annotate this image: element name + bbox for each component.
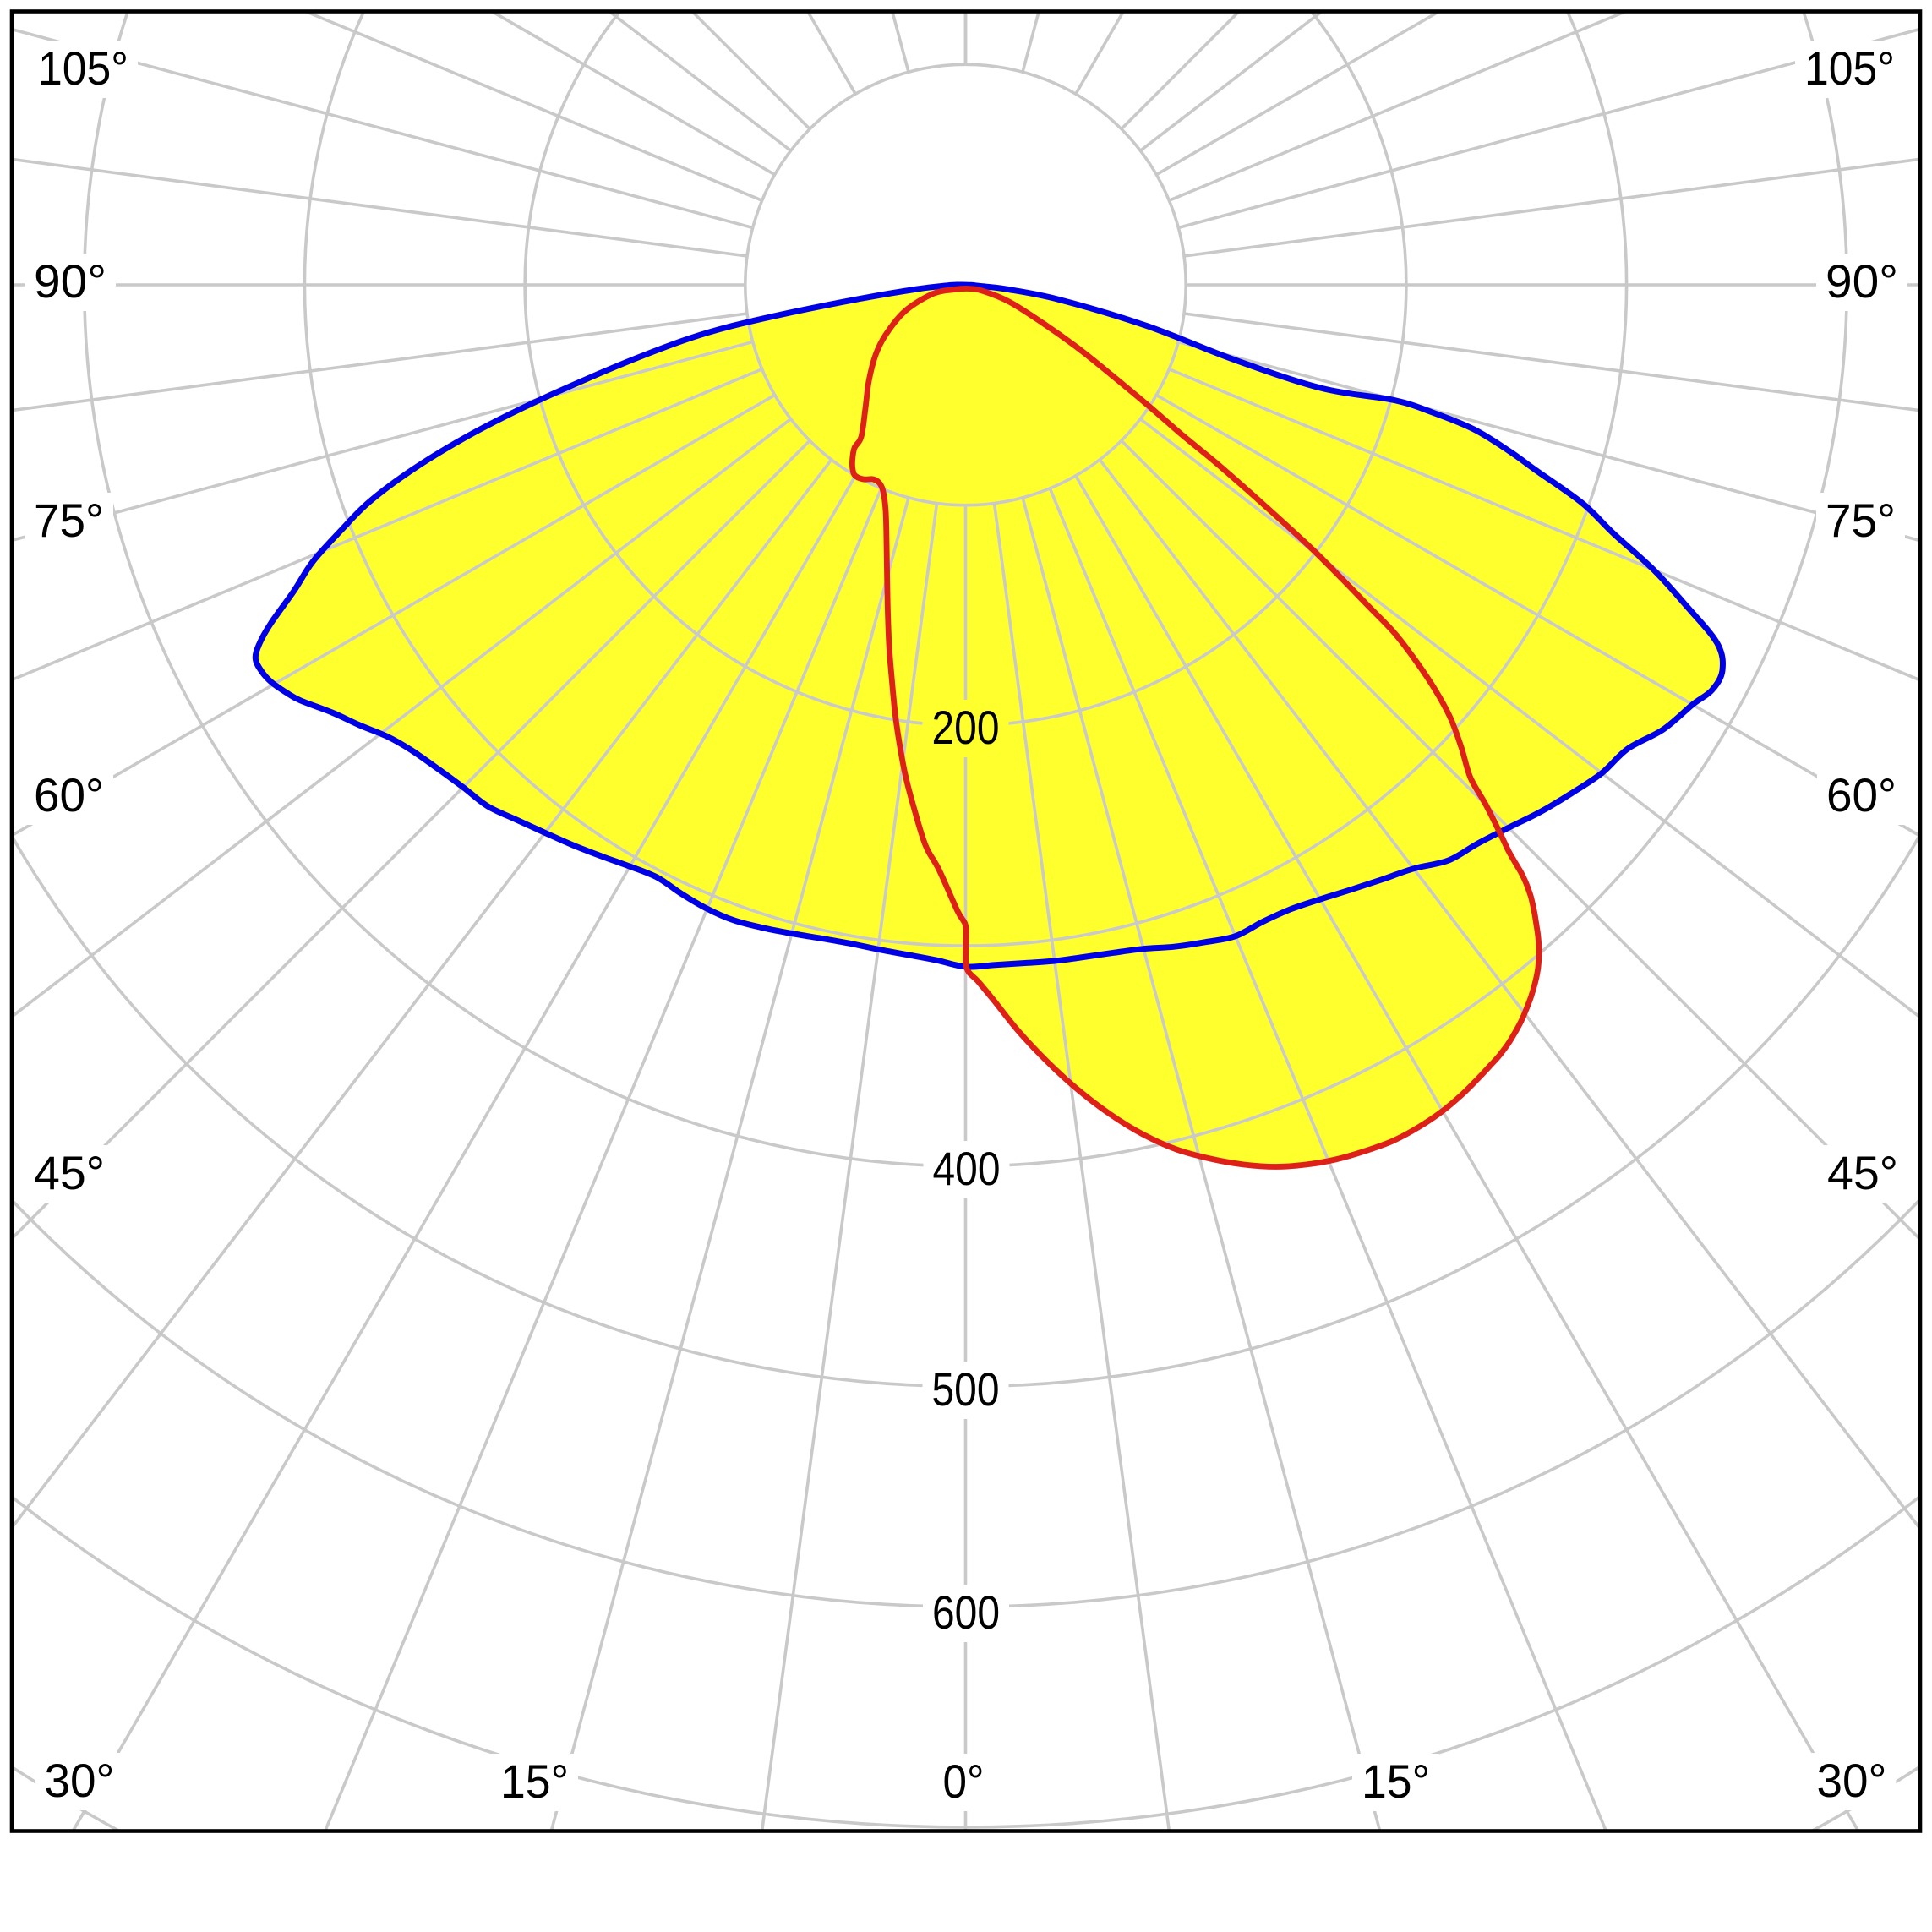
svg-text:105°: 105° <box>38 41 128 95</box>
svg-text:90°: 90° <box>34 254 106 308</box>
svg-text:200: 200 <box>932 701 1000 754</box>
svg-text:600: 600 <box>932 1585 1000 1639</box>
svg-text:30°: 30° <box>1817 1754 1887 1807</box>
svg-text:60°: 60° <box>34 768 104 821</box>
svg-text:90°: 90° <box>1826 254 1898 308</box>
svg-text:60°: 60° <box>1826 768 1897 821</box>
svg-text:30°: 30° <box>45 1754 115 1807</box>
svg-text:45°: 45° <box>1827 1146 1898 1199</box>
svg-text:0°: 0° <box>943 1755 985 1808</box>
svg-text:45°: 45° <box>34 1146 105 1199</box>
svg-text:105°: 105° <box>1804 41 1895 95</box>
svg-text:75°: 75° <box>34 494 104 547</box>
svg-text:75°: 75° <box>1826 494 1896 547</box>
svg-text:15°: 15° <box>500 1755 569 1808</box>
svg-text:15°: 15° <box>1362 1755 1430 1808</box>
svg-text:500: 500 <box>932 1362 1000 1416</box>
svg-text:400: 400 <box>933 1142 1001 1195</box>
